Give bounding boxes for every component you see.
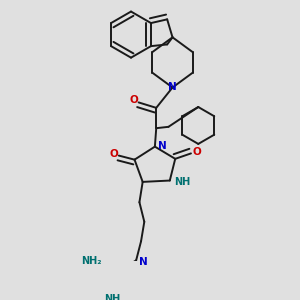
- Text: N: N: [139, 256, 148, 267]
- Text: O: O: [192, 147, 201, 157]
- Text: N: N: [168, 82, 177, 92]
- Text: O: O: [109, 149, 118, 159]
- Text: O: O: [129, 95, 138, 105]
- Text: NH: NH: [104, 293, 121, 300]
- Text: NH: NH: [174, 177, 190, 187]
- Text: NH₂: NH₂: [81, 256, 102, 266]
- Text: N: N: [158, 141, 166, 151]
